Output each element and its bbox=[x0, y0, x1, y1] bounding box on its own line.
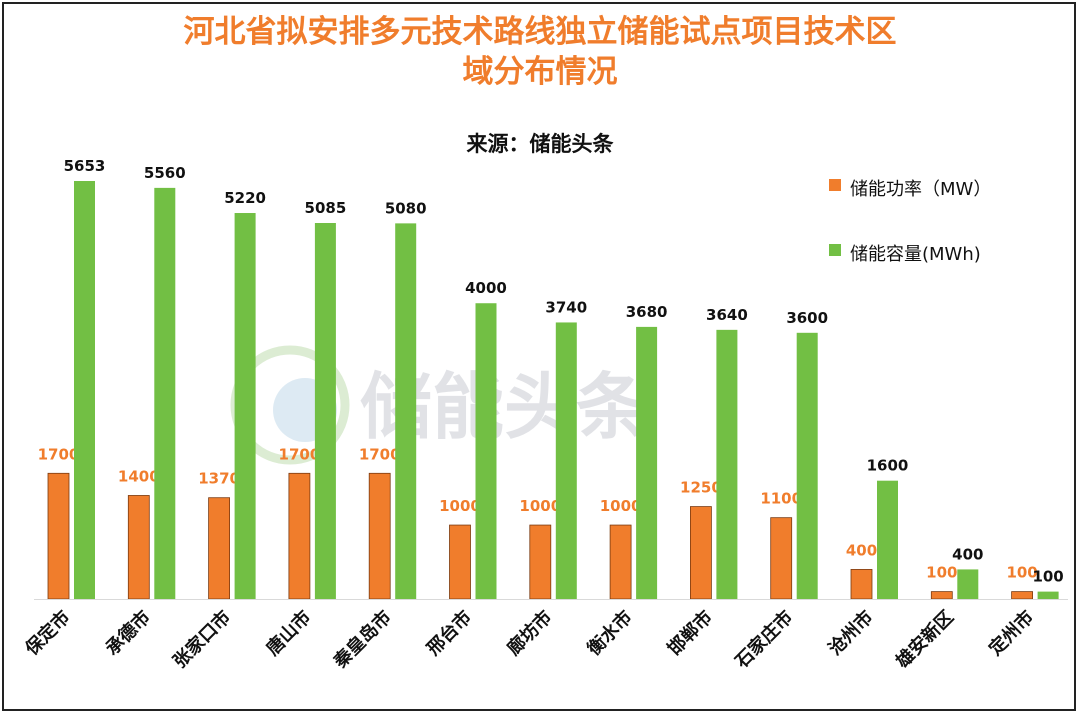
data-label-power-10: 400 bbox=[846, 541, 877, 559]
bar-capacity-8 bbox=[716, 329, 738, 599]
data-label-power-7: 1000 bbox=[600, 497, 642, 515]
legend-label-capacity: 储能容量(MWh) bbox=[850, 244, 981, 265]
chart-subtitle: 来源：储能头条 bbox=[466, 132, 614, 156]
data-label-power-2: 1370 bbox=[198, 470, 240, 488]
x-tick-label-4: 秦皇岛市 bbox=[329, 606, 396, 673]
bar-power-6 bbox=[529, 524, 552, 600]
bar-capacity-2 bbox=[234, 213, 256, 599]
x-tick-label-5: 邢台市 bbox=[422, 606, 476, 660]
data-label-capacity-12: 100 bbox=[1032, 568, 1063, 586]
bar-power-7 bbox=[609, 524, 632, 600]
bar-power-5 bbox=[449, 524, 471, 600]
data-label-power-12: 100 bbox=[1006, 564, 1037, 582]
bar-capacity-12 bbox=[1037, 591, 1059, 599]
data-label-power-5: 1000 bbox=[439, 497, 481, 515]
bar-capacity-4 bbox=[395, 223, 417, 599]
legend-swatch-power bbox=[829, 179, 841, 191]
legend-swatch-capacity bbox=[829, 244, 841, 256]
bar-capacity-5 bbox=[475, 303, 497, 599]
bar-capacity-7 bbox=[636, 326, 658, 599]
bar-capacity-9 bbox=[796, 332, 818, 599]
bar-power-9 bbox=[770, 517, 793, 600]
x-tick-label-1: 承德市 bbox=[101, 606, 155, 660]
x-tick-label-7: 衡水市 bbox=[583, 606, 637, 660]
bar-capacity-10 bbox=[877, 480, 898, 599]
bar-capacity-0 bbox=[74, 181, 95, 599]
data-label-capacity-10: 1600 bbox=[867, 457, 909, 475]
data-label-power-1: 1400 bbox=[118, 467, 160, 485]
title-line-1: 河北省拟安排多元技术路线独立储能试点项目技术区 bbox=[183, 14, 897, 50]
legend-label-power: 储能功率（MW） bbox=[850, 179, 991, 200]
bar-power-10 bbox=[850, 569, 873, 600]
bar-power-4 bbox=[368, 472, 391, 600]
data-label-power-11: 100 bbox=[926, 564, 957, 582]
bar-capacity-6 bbox=[555, 322, 577, 599]
x-tick-label-6: 廊坊市 bbox=[503, 606, 557, 660]
data-label-capacity-7: 3680 bbox=[626, 303, 668, 321]
data-label-capacity-5: 4000 bbox=[465, 279, 507, 297]
x-tick-label-2: 张家口市 bbox=[169, 606, 235, 672]
legend: 储能功率（MW） 储能容量(MWh) bbox=[829, 179, 991, 265]
x-tick-label-0: 保定市 bbox=[20, 606, 74, 660]
bar-power-3 bbox=[288, 472, 311, 600]
data-label-capacity-8: 3640 bbox=[706, 306, 748, 324]
data-label-power-9: 1100 bbox=[760, 490, 802, 508]
data-label-capacity-0: 5653 bbox=[64, 157, 106, 175]
x-tick-label-10: 沧州市 bbox=[824, 606, 878, 660]
bar-power-11 bbox=[930, 591, 953, 600]
bar-power-12 bbox=[1011, 591, 1033, 600]
data-label-power-6: 1000 bbox=[519, 497, 561, 515]
data-label-power-0: 1700 bbox=[38, 445, 80, 463]
data-label-capacity-2: 5220 bbox=[224, 189, 266, 207]
data-label-capacity-9: 3600 bbox=[786, 309, 828, 327]
data-label-capacity-3: 5085 bbox=[305, 199, 347, 217]
bar-power-8 bbox=[690, 506, 712, 600]
bar-capacity-1 bbox=[154, 187, 176, 599]
chart-title: 河北省拟安排多元技术路线独立储能试点项目技术区 域分布情况 bbox=[0, 12, 1080, 92]
x-tick-label-3: 唐山市 bbox=[262, 606, 316, 660]
data-label-capacity-1: 5560 bbox=[144, 164, 186, 182]
data-label-power-8: 1250 bbox=[680, 479, 722, 497]
x-tick-label-11: 雄安新区 bbox=[891, 606, 958, 673]
x-tick-label-9: 石家庄市 bbox=[730, 606, 797, 673]
bar-capacity-3 bbox=[314, 222, 336, 600]
watermark: 储能头条 bbox=[230, 345, 648, 465]
data-label-capacity-4: 5080 bbox=[385, 199, 427, 217]
bar-power-0 bbox=[47, 472, 70, 600]
data-label-capacity-11: 400 bbox=[952, 545, 983, 563]
title-line-2: 域分布情况 bbox=[462, 54, 618, 90]
data-label-capacity-6: 3740 bbox=[545, 298, 587, 316]
data-label-power-3: 1700 bbox=[279, 445, 321, 463]
data-label-power-4: 1700 bbox=[359, 445, 401, 463]
bar-power-2 bbox=[208, 497, 231, 600]
x-tick-label-12: 定州市 bbox=[984, 606, 1038, 660]
x-tick-label-8: 邯郸市 bbox=[663, 606, 717, 660]
bar-capacity-11 bbox=[957, 569, 979, 599]
bar-power-1 bbox=[127, 495, 150, 600]
